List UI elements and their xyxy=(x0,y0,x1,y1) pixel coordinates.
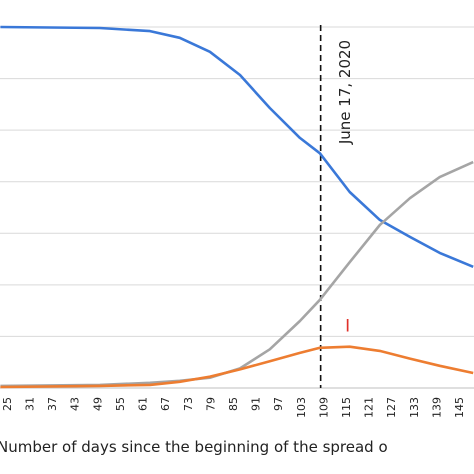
series-label: I xyxy=(345,317,350,337)
x-tick-label: 103 xyxy=(295,397,308,418)
x-tick-label: 145 xyxy=(453,397,466,418)
series-line xyxy=(0,345,474,389)
x-tick-label: 61 xyxy=(137,397,150,411)
x-tick-label: 43 xyxy=(69,397,82,411)
x-tick-label: 79 xyxy=(204,397,217,411)
reference-label: June 17, 2020 xyxy=(336,40,354,145)
x-tick-label: 73 xyxy=(182,397,195,411)
x-tick-label: 127 xyxy=(385,397,398,418)
x-tick-label: 37 xyxy=(46,397,59,411)
x-tick-label: 139 xyxy=(430,397,443,418)
series-line xyxy=(0,160,474,388)
x-tick-label: 109 xyxy=(317,397,330,418)
x-tick-label: 121 xyxy=(363,397,376,418)
x-tick-label: 55 xyxy=(114,397,127,411)
x-tick-label: 25 xyxy=(1,397,14,411)
x-tick-label: 115 xyxy=(340,397,353,418)
x-tick-label: 97 xyxy=(272,397,285,411)
x-tick-label: 49 xyxy=(91,397,104,411)
x-tick-label: 31 xyxy=(24,397,37,411)
x-tick-label: 85 xyxy=(227,397,240,411)
x-tick-label: 133 xyxy=(408,397,421,418)
x-tick-label: 67 xyxy=(159,397,172,411)
x-axis-label: Number of days since the beginning of th… xyxy=(0,438,388,456)
series-line xyxy=(0,25,474,269)
x-tick-label: 91 xyxy=(250,397,263,411)
